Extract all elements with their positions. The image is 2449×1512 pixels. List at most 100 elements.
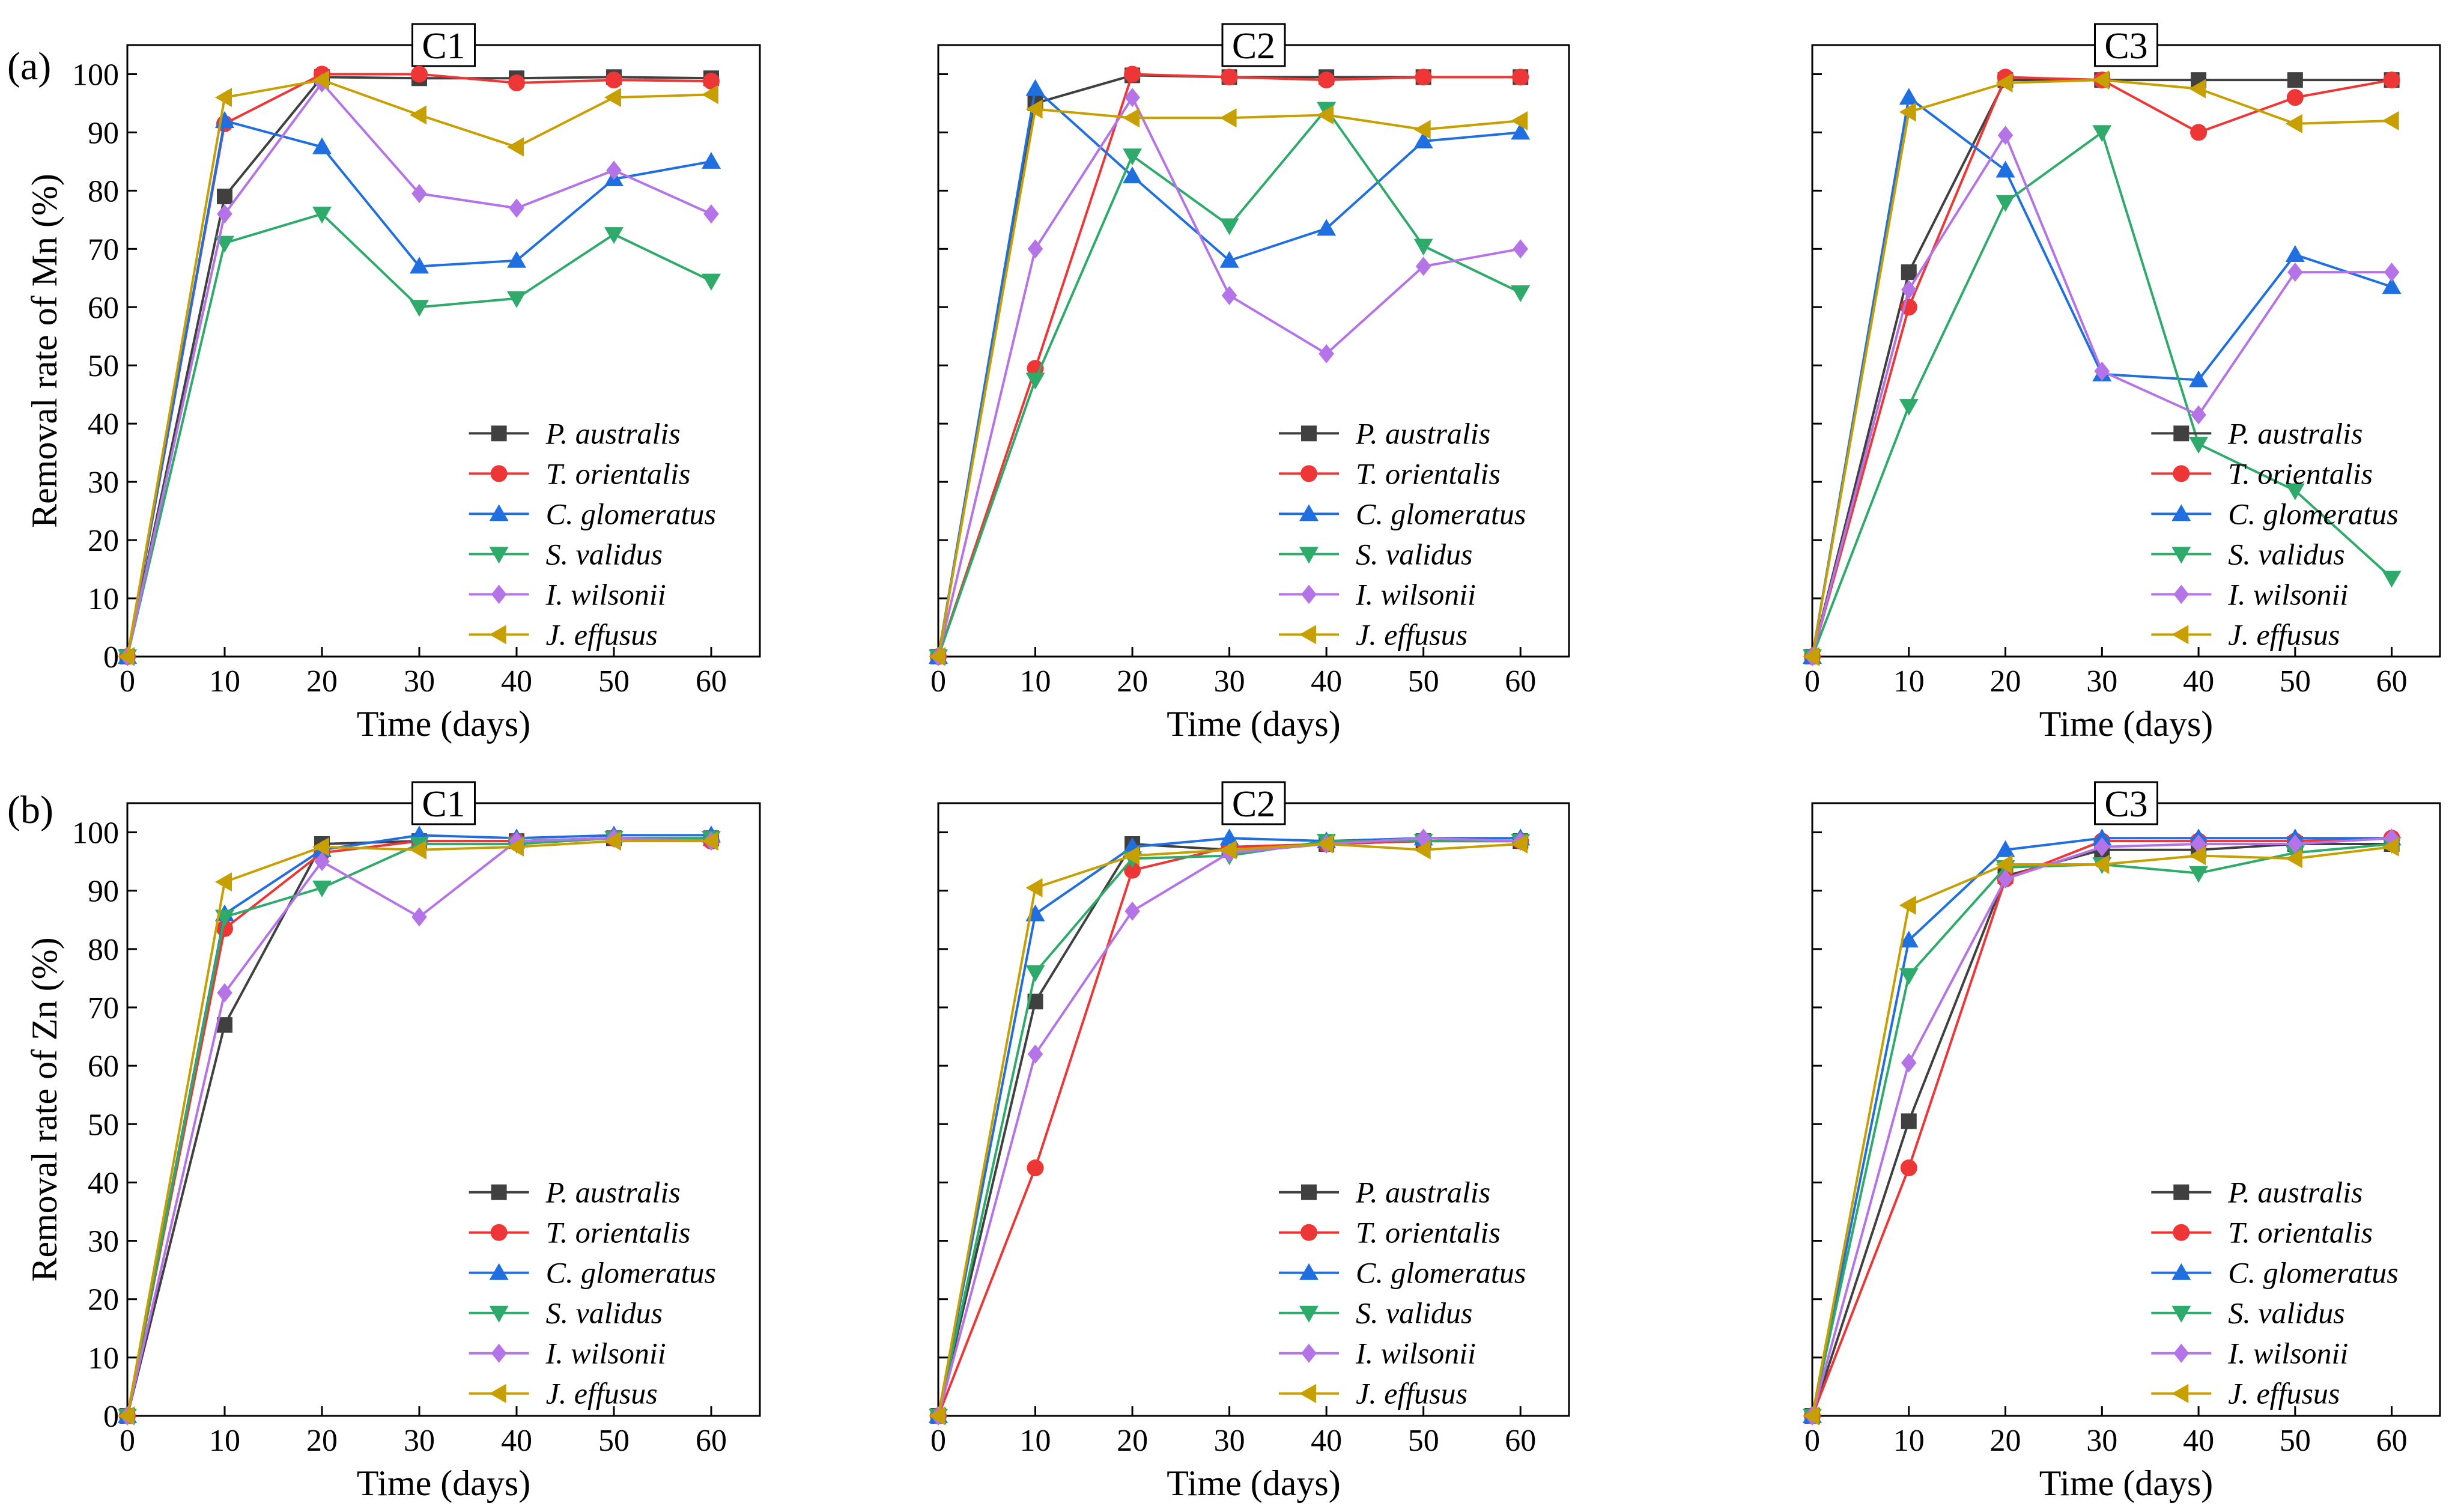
x-tick-label: 20 xyxy=(306,1424,338,1458)
legend-label: C. glomeratus xyxy=(546,1256,716,1290)
data-point xyxy=(1413,131,1433,148)
data-point xyxy=(217,204,232,224)
legend-marker xyxy=(491,584,507,604)
x-tick-label: 60 xyxy=(1505,664,1536,699)
data-point xyxy=(217,983,232,1003)
data-point xyxy=(1124,901,1140,921)
data-point xyxy=(2189,437,2209,454)
data-point xyxy=(1221,68,1238,86)
legend-marker xyxy=(489,625,506,645)
data-point xyxy=(507,291,526,308)
data-point xyxy=(410,840,426,860)
plot-frame xyxy=(1811,44,2441,658)
legend-label: P. australis xyxy=(1355,416,1490,450)
data-point xyxy=(1995,195,2015,212)
data-point xyxy=(2287,834,2303,854)
data-point xyxy=(1413,840,1431,860)
data-point xyxy=(604,88,621,108)
data-point xyxy=(2190,124,2208,141)
x-tick-label: 30 xyxy=(1214,1424,1245,1458)
data-point xyxy=(1899,968,1919,985)
x-axis-title: Time (days) xyxy=(2039,704,2213,744)
legend-label: P. australis xyxy=(1355,1176,1490,1209)
panel-title-box xyxy=(2094,23,2158,67)
x-tick-label: 60 xyxy=(1505,1424,1536,1458)
data-point xyxy=(2189,79,2206,99)
data-point xyxy=(2285,114,2302,133)
data-point xyxy=(702,273,721,291)
legend-marker xyxy=(1300,1224,1317,1241)
data-point xyxy=(1901,1113,1917,1129)
x-tick-label: 20 xyxy=(306,664,338,699)
legend-marker xyxy=(2173,1343,2190,1363)
x-axis-title: Time (days) xyxy=(1167,1463,1340,1503)
data-point xyxy=(1995,855,2013,874)
data-point xyxy=(2094,837,2110,857)
data-point xyxy=(1123,108,1140,128)
data-point xyxy=(1318,71,1335,89)
x-tick-label: 40 xyxy=(2183,664,2214,699)
data-point xyxy=(507,837,524,857)
legend-marker xyxy=(1299,625,1316,645)
data-point xyxy=(1901,280,1917,300)
legend-marker xyxy=(489,1383,506,1403)
series-line xyxy=(1811,843,2392,1416)
data-point xyxy=(2094,361,2110,381)
legend-marker xyxy=(1299,1263,1319,1280)
data-point xyxy=(508,74,525,92)
data-point xyxy=(605,71,622,89)
data-point xyxy=(1219,108,1237,128)
legend-marker xyxy=(1299,1383,1316,1403)
data-point xyxy=(702,151,721,169)
x-tick-label: 20 xyxy=(1990,664,2021,699)
legend-label: P. australis xyxy=(545,1176,681,1209)
data-point xyxy=(215,88,232,108)
x-tick-label: 30 xyxy=(2086,1424,2117,1458)
y-tick-label: 70 xyxy=(88,232,119,267)
legend-marker xyxy=(2173,1224,2190,1241)
x-tick-label: 60 xyxy=(2376,664,2408,699)
data-point xyxy=(1123,166,1143,184)
legend-marker xyxy=(2173,465,2190,482)
y-tick-label: 20 xyxy=(88,524,119,558)
series-line xyxy=(937,86,1521,657)
x-tick-label: 50 xyxy=(598,1424,630,1458)
y-tick-label: 80 xyxy=(88,933,119,967)
chart-panel-4: 0 10 20 30 40 50 60 Time (days) C2 P. australis T.… xyxy=(929,781,1570,1503)
data-point xyxy=(1511,834,1528,854)
data-point xyxy=(509,831,524,851)
panel-title: C3 xyxy=(2104,26,2147,67)
legend-marker xyxy=(2171,625,2189,645)
data-point xyxy=(1219,218,1239,235)
series-line xyxy=(937,842,1521,1416)
data-point xyxy=(1317,219,1337,236)
legend-label: I. wilsonii xyxy=(2227,577,2348,611)
panel-title: C2 xyxy=(1232,26,1275,67)
legend-marker xyxy=(490,465,508,482)
data-point xyxy=(410,105,426,125)
data-point xyxy=(1025,79,1045,96)
legend-label: T. orientalis xyxy=(1356,457,1501,490)
y-tick-label: 0 xyxy=(103,640,119,675)
legend-label: S. validus xyxy=(546,1296,663,1330)
row-label-a: (a) xyxy=(7,44,51,88)
data-point xyxy=(411,65,428,83)
x-tick-label: 10 xyxy=(1893,664,1925,699)
data-point xyxy=(604,227,624,244)
data-point xyxy=(1027,1159,1044,1177)
panel-title-box xyxy=(1221,781,1286,825)
data-point xyxy=(1025,372,1045,390)
legend-marker xyxy=(489,504,509,521)
y-tick-label: 60 xyxy=(88,1049,119,1084)
data-point xyxy=(604,831,621,851)
legend-marker xyxy=(2173,1184,2190,1200)
x-tick-label: 40 xyxy=(501,1424,532,1458)
data-point xyxy=(929,1406,945,1425)
legend-label: T. orientalis xyxy=(2228,457,2373,490)
legend-marker xyxy=(2171,1263,2191,1280)
y-tick-label: 30 xyxy=(88,466,119,500)
x-tick-label: 40 xyxy=(2183,1424,2214,1458)
panel-title: C2 xyxy=(1232,784,1275,825)
panel-title-box xyxy=(1221,23,1286,67)
legend-marker xyxy=(2171,1383,2189,1403)
